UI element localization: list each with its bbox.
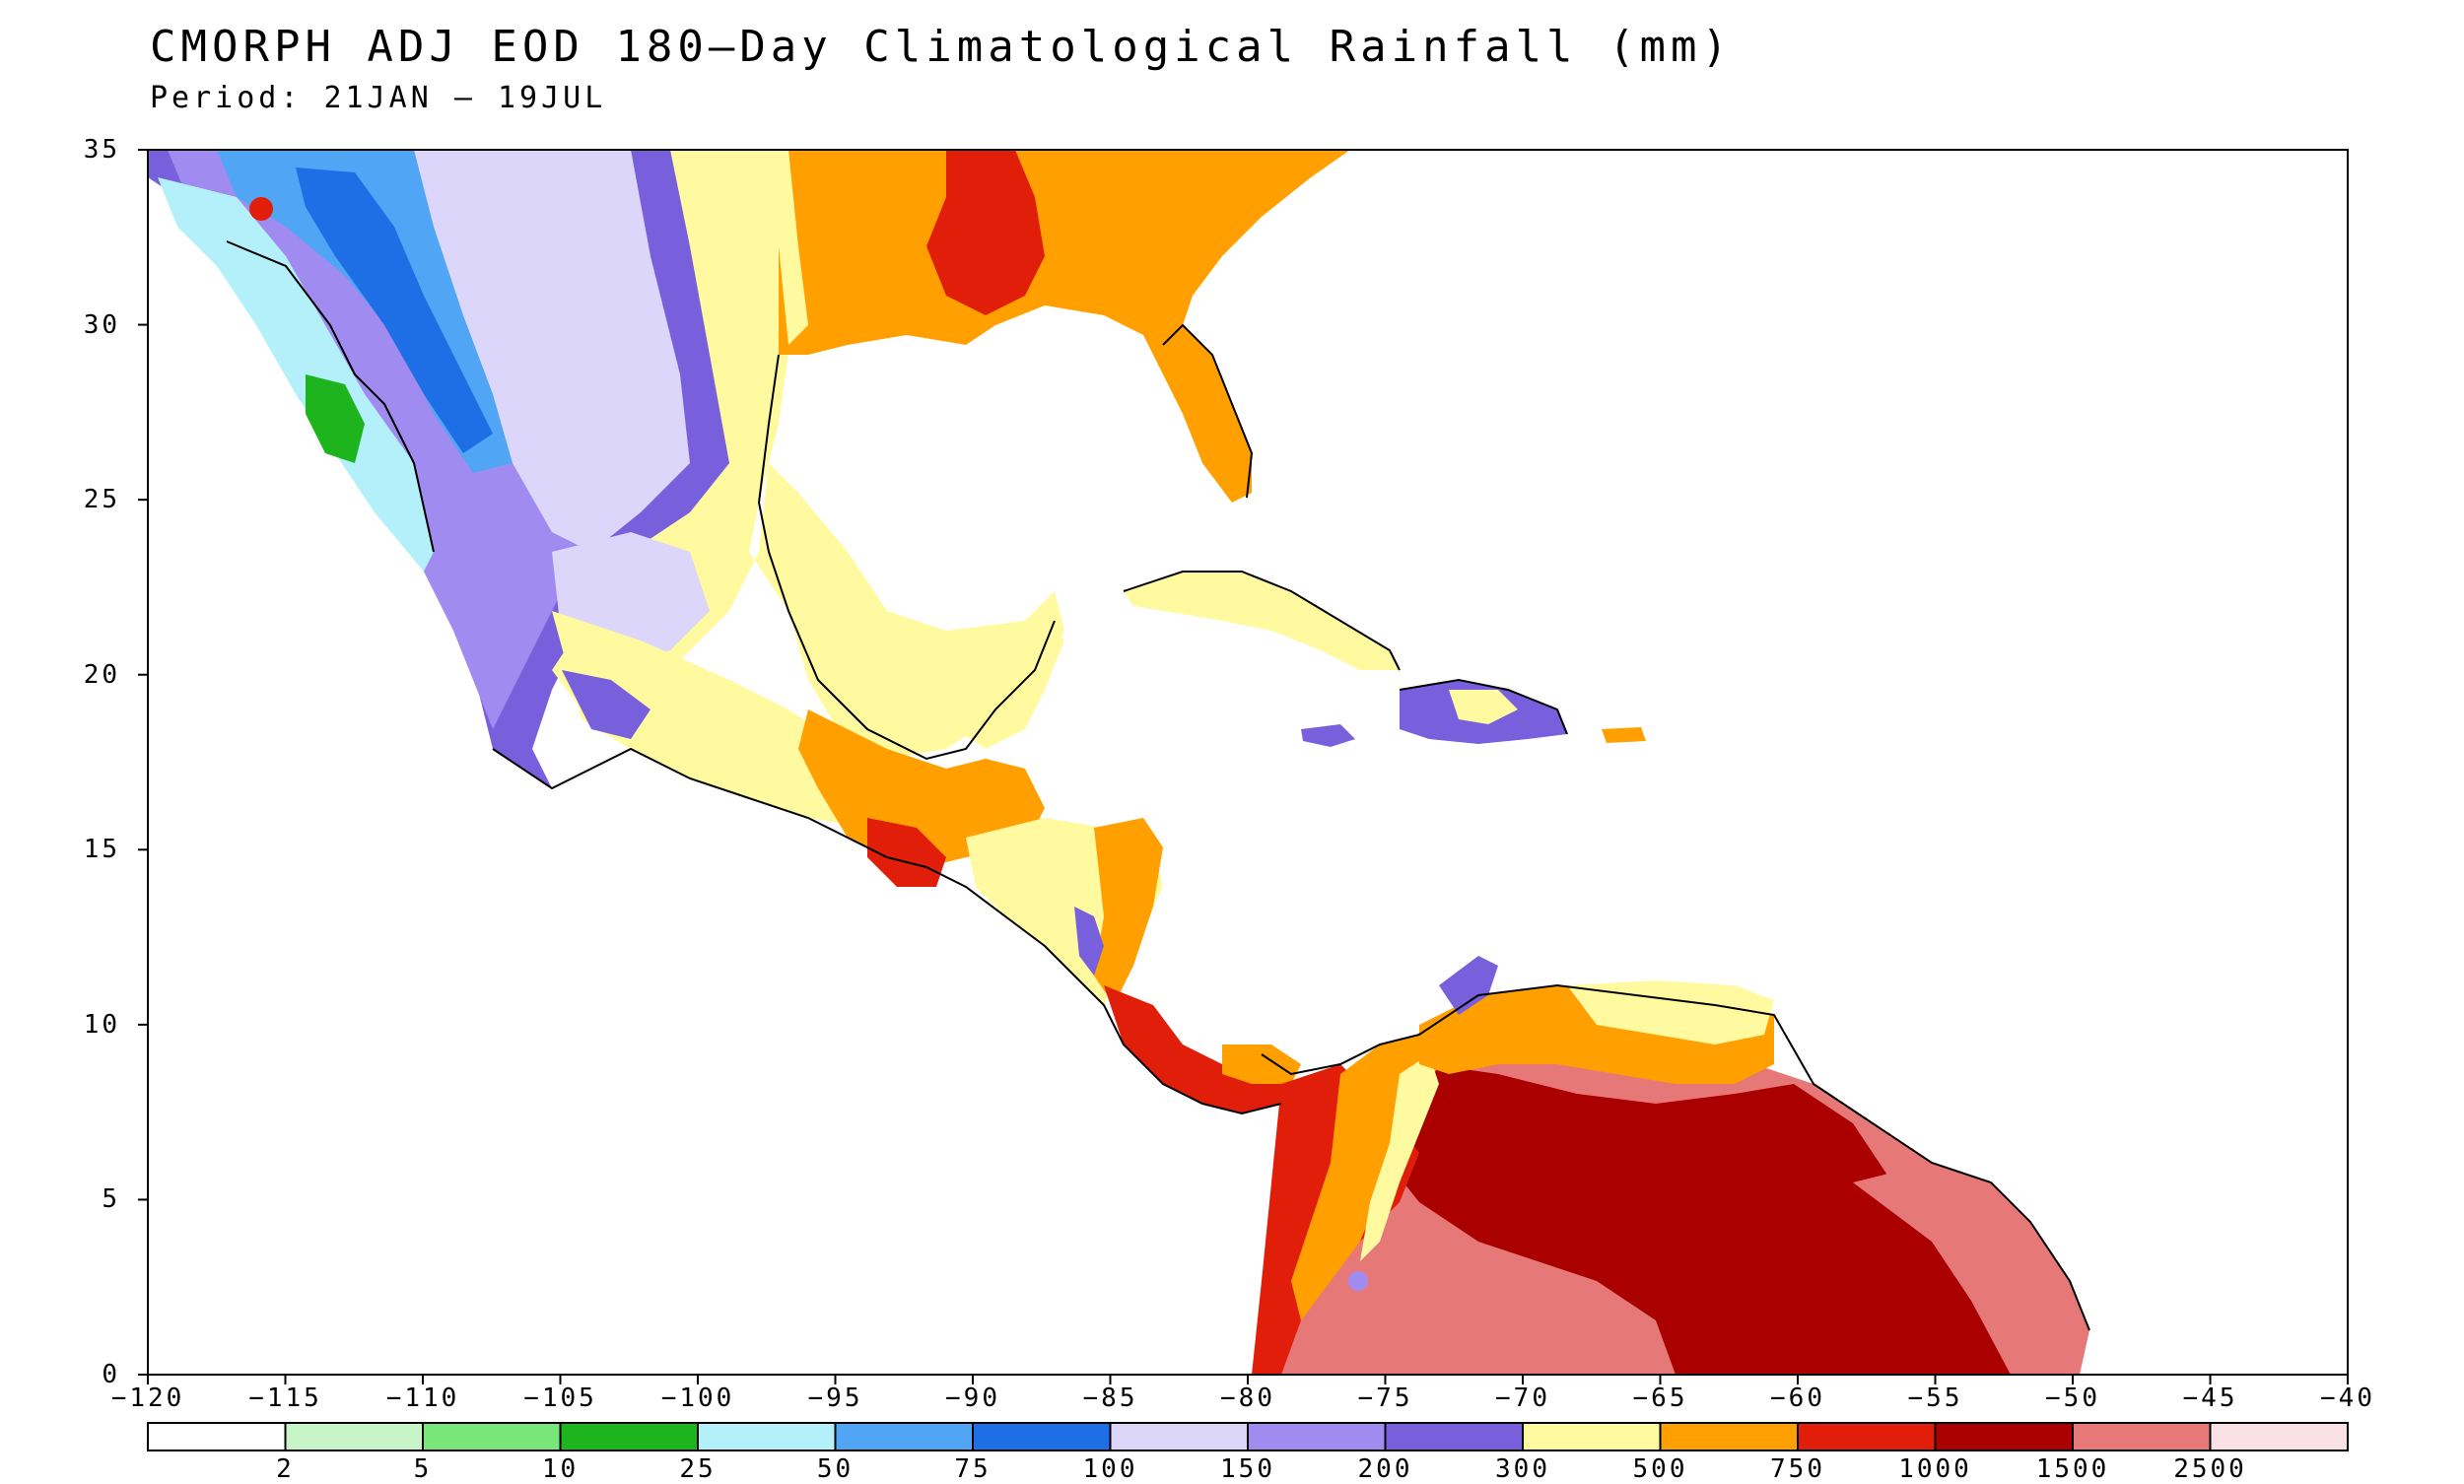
region-northwest-lavender xyxy=(414,150,690,552)
lat-tick-label: 25 xyxy=(83,485,120,515)
colorbar-level-label: 2 xyxy=(276,1454,295,1484)
colorbar-swatch xyxy=(2072,1422,2212,1451)
region-honduras-orange xyxy=(1094,818,1163,1005)
region-sonora-dark-blue xyxy=(296,168,493,453)
colorbar-swatch xyxy=(1659,1422,1799,1451)
colorbar-level-label: 150 xyxy=(1220,1454,1275,1484)
colorbar-swatch xyxy=(697,1422,837,1451)
region-us-southeast-orange xyxy=(779,150,1350,355)
colorbar-level-label: 300 xyxy=(1495,1454,1550,1484)
colorbar-level-label: 2500 xyxy=(2173,1454,2247,1484)
colorbar-swatch xyxy=(284,1422,424,1451)
region-andes-blue xyxy=(1348,1271,1368,1291)
colorbar-level-label: 100 xyxy=(1082,1454,1138,1484)
region-mexico-south-purple xyxy=(562,670,650,739)
lon-tick-label: −105 xyxy=(523,1383,597,1413)
region-puerto-rico xyxy=(1602,727,1646,743)
rainfall-field xyxy=(148,150,2089,1375)
colorbar-swatch xyxy=(1934,1422,2074,1451)
colorbar-level-label: 25 xyxy=(679,1454,717,1484)
region-us-southeast-red xyxy=(926,150,1045,315)
lat-tick-label: 5 xyxy=(102,1184,120,1215)
map-subtitle: Period: 21JAN – 19JUL xyxy=(150,81,607,115)
colorbar-level-label: 1500 xyxy=(2035,1454,2110,1484)
lon-tick-label: −95 xyxy=(807,1383,863,1413)
lat-tick-label: 10 xyxy=(83,1009,120,1040)
lon-tick-label: −100 xyxy=(660,1383,735,1413)
colorbar-swatch xyxy=(1522,1422,1662,1451)
lon-tick-label: −70 xyxy=(1495,1383,1550,1413)
region-salton-red xyxy=(249,197,273,221)
region-guatemala-orange xyxy=(798,709,1045,867)
region-cuba xyxy=(1124,572,1400,670)
colorbar-level-label: 500 xyxy=(1632,1454,1688,1484)
colorbar-swatch xyxy=(1109,1422,1249,1451)
colorbar-level-label: 75 xyxy=(954,1454,992,1484)
coastlines xyxy=(226,240,2090,1331)
colorbar-swatch xyxy=(834,1422,974,1451)
lat-tick-label: 35 xyxy=(83,135,120,165)
colorbar-level-label: 5 xyxy=(413,1454,433,1484)
lon-tick-label: −75 xyxy=(1357,1383,1413,1413)
lon-tick-label: −120 xyxy=(110,1383,185,1413)
colorbar-swatch xyxy=(1797,1422,1937,1451)
lon-tick-label: −115 xyxy=(248,1383,322,1413)
lon-tick-label: −90 xyxy=(945,1383,1000,1413)
colorbar-level-label: 1000 xyxy=(1898,1454,1972,1484)
region-baja-cyan xyxy=(158,177,434,572)
region-hispaniola-yellow xyxy=(1449,690,1518,724)
colorbar-level-label: 750 xyxy=(1770,1454,1825,1484)
region-panama-orange xyxy=(1222,1045,1301,1084)
region-mexico-south-yellow xyxy=(552,611,887,828)
region-guajira-purple xyxy=(1439,956,1498,1015)
lon-tick-label: −55 xyxy=(1907,1383,1963,1413)
colorbar-swatch xyxy=(422,1422,562,1451)
colorbar-swatch xyxy=(1384,1422,1524,1451)
lat-tick-label: 30 xyxy=(83,309,120,340)
lon-tick-label: −40 xyxy=(2320,1383,2375,1413)
lat-tick-label: 20 xyxy=(83,659,120,690)
lon-tick-label: −80 xyxy=(1220,1383,1275,1413)
lon-tick-label: −60 xyxy=(1770,1383,1825,1413)
colorbar-swatch xyxy=(2209,1422,2349,1451)
region-yucatan xyxy=(946,621,1064,749)
lat-tick-label: 15 xyxy=(83,835,120,865)
region-florida xyxy=(1143,325,1252,503)
lon-tick-label: −65 xyxy=(1632,1383,1688,1413)
region-guatemala-red xyxy=(867,818,946,887)
lon-tick-label: −50 xyxy=(2045,1383,2100,1413)
colorbar xyxy=(147,1422,2349,1451)
colorbar-swatch xyxy=(147,1422,287,1451)
colorbar-level-label: 200 xyxy=(1357,1454,1413,1484)
region-venezuela-yellow xyxy=(1567,980,1774,1045)
colorbar-swatch xyxy=(972,1422,1112,1451)
lon-tick-label: −110 xyxy=(385,1383,460,1413)
lon-tick-label: −45 xyxy=(2182,1383,2238,1413)
map-title: CMORPH ADJ EOD 180–Day Climatological Ra… xyxy=(150,22,1734,72)
colorbar-swatch xyxy=(1247,1422,1387,1451)
region-south-america-dark-red xyxy=(1360,1064,2011,1375)
colorbar-swatch xyxy=(559,1422,699,1451)
lon-tick-label: −85 xyxy=(1082,1383,1138,1413)
lat-tick-label: 0 xyxy=(102,1360,120,1389)
region-jamaica xyxy=(1301,724,1355,747)
axis-ticks xyxy=(138,149,2349,1384)
region-baja-green xyxy=(306,374,365,463)
colorbar-level-label: 10 xyxy=(541,1454,580,1484)
colorbar-level-label: 50 xyxy=(816,1454,855,1484)
region-us-southeast-yellow xyxy=(769,150,808,345)
region-andes-yellow xyxy=(1360,1054,1439,1261)
region-nicaragua-purple xyxy=(1074,907,1104,976)
